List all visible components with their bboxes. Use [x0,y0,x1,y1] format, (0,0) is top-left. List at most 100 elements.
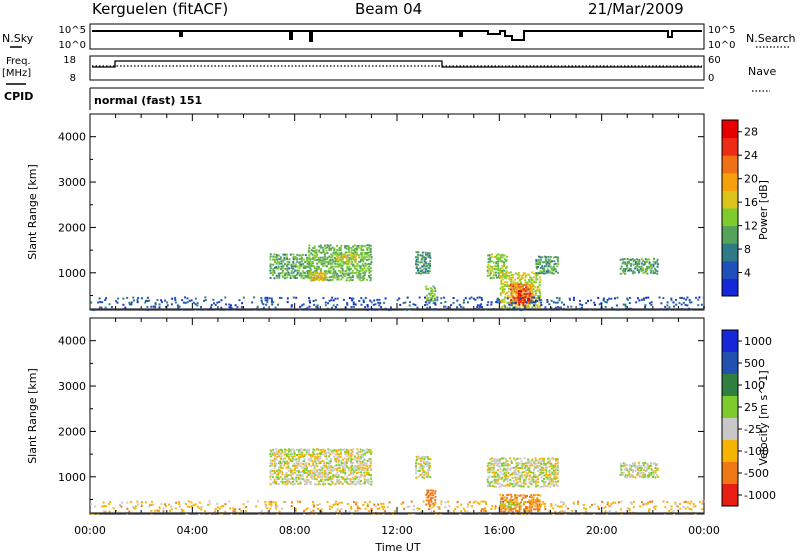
echo-cell [543,255,546,258]
echo-cell [528,496,531,498]
echo-cell [367,262,370,265]
echo-cell [347,469,350,472]
echo-cell [336,272,339,275]
echo-cell [275,458,278,461]
echo-cell [531,476,534,479]
echo-cell [309,481,312,483]
echo-cell [361,245,364,248]
echo-cell [551,260,554,263]
echo-cell [520,507,522,510]
echo-cell [366,480,369,483]
echo-cell [281,473,284,476]
echo-cell [524,281,527,284]
echo-cell [186,505,189,508]
echo-cell [214,510,217,513]
echo-cell [509,457,511,460]
echo-cell [208,503,211,506]
echo-cell [531,288,534,291]
echo-cell [336,278,339,281]
echo-cell [94,505,97,508]
echo-cell [528,471,531,473]
echo-cell [364,501,367,504]
echo-cell [362,264,365,267]
echo-cell [424,456,427,459]
echo-cell [178,505,181,508]
echo-cell [604,306,607,308]
echo-cell [528,297,531,300]
echo-cell [533,464,536,467]
echo-cell [272,255,275,258]
x-tick-label: 08:00 [279,524,311,537]
echo-cell [351,260,354,263]
echo-cell [324,255,326,258]
echo-cell [359,260,362,263]
echo-cell [366,473,368,476]
echo-cell [555,483,558,486]
echo-cell [668,306,671,309]
echo-cell [101,301,104,304]
echo-cell [275,448,278,451]
echo-cell [134,507,137,510]
echo-cell [327,478,330,481]
echo-cell [577,500,579,503]
echo-cell [538,500,541,503]
echo-cell [602,299,605,302]
colorbar-frame [721,119,739,297]
echo-cell [333,276,336,279]
echo-cell [198,507,201,510]
echo-cell [423,462,425,465]
echo-cell [273,482,276,485]
echo-cell [414,464,417,467]
echo-cell [534,503,537,506]
echo-cell [314,249,317,252]
echo-cell [509,271,512,274]
echo-cell [506,283,509,286]
echo-cell [334,253,337,256]
echo-cell [299,465,302,468]
echo-cell [353,256,355,259]
y-tick-label: 2000 [58,221,86,234]
echo-cell [506,291,508,294]
echo-cell [312,276,315,279]
echo-cell [346,273,349,276]
echo-cell [444,506,447,509]
echo-cell [434,290,437,292]
echo-cell [244,510,247,513]
echo-cell [280,260,283,263]
echo-cell [598,303,601,306]
echo-cell [554,471,557,474]
echo-cell [534,290,537,293]
echo-cell [499,462,502,465]
echo-cell [154,302,157,305]
echo-cell [316,453,319,456]
echo-cell [331,262,334,265]
echo-cell [530,289,533,292]
echo-cell [652,471,654,474]
echo-cell [498,474,501,477]
echo-cell [323,276,326,279]
echo-cell [341,276,344,279]
echo-cell [529,482,531,485]
echo-cell [320,449,323,451]
echo-cell [631,474,634,477]
echo-cell [547,255,550,258]
echo-cell [342,261,345,264]
echo-cell [340,501,343,504]
echo-cell [351,481,354,483]
echo-cell [182,301,185,304]
echo-cell [346,502,349,505]
echo-cell [369,277,372,280]
echo-cell [352,473,355,476]
echo-cell [310,465,313,467]
echo-cell [200,506,203,509]
echo-cell [323,469,326,472]
echo-cell [513,471,516,474]
echo-cell [502,494,504,497]
echo-cell [366,278,369,281]
echo-cell [359,451,362,453]
echo-cell [420,473,423,476]
echo-cell [636,468,639,471]
echo-cell [398,297,401,300]
echo-cell [540,471,543,474]
echo-cell [515,286,518,289]
